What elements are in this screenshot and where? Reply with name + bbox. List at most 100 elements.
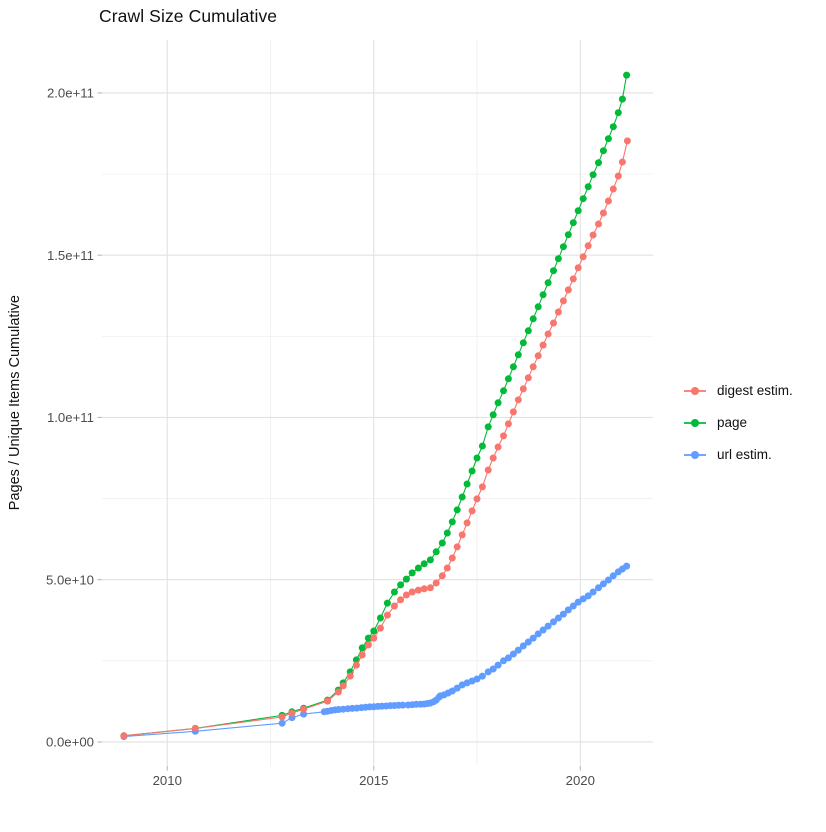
data-point [579,195,587,203]
data-point [443,564,451,572]
data-point [408,569,416,577]
data-point [584,242,592,250]
data-point [468,467,476,475]
data-point [534,630,542,638]
data-point [478,672,486,680]
data-point [623,137,631,145]
data-point [554,614,562,622]
data-point [438,572,446,580]
legend-item-digest-estim: digest estim. [683,381,793,400]
data-point [599,209,607,217]
data-point [443,529,451,537]
data-point [623,562,631,570]
data-point [618,95,626,103]
data-point [539,291,547,299]
data-point [604,576,612,584]
svg-text:1.5e+11: 1.5e+11 [47,248,94,263]
data-point [402,575,410,583]
data-point [569,275,577,283]
svg-text:1.0e+11: 1.0e+11 [47,410,94,425]
chart-title: Crawl Size Cumulative [99,6,278,26]
data-point [376,624,384,632]
data-point [432,579,440,587]
svg-text:5.0e+10: 5.0e+10 [46,572,94,587]
data-point [550,618,557,626]
data-point [489,665,497,673]
data-point [458,493,466,501]
data-point [397,581,405,589]
data-point [544,622,552,630]
data-point [559,243,567,251]
data-point [595,220,602,228]
legend-item-url-estim: url estim. [683,445,793,464]
data-point [589,231,597,239]
data-point [539,626,547,634]
data-point [569,219,577,227]
data-point [509,408,517,416]
data-point [574,207,582,215]
data-point [494,661,502,669]
data-point [559,297,567,305]
series-page [120,71,631,740]
data-point [334,688,342,696]
data-point [599,147,607,155]
data-point [358,651,366,659]
data-point [468,507,476,515]
data-point [579,253,587,261]
legend-item-page: page [683,413,793,432]
data-point [448,554,456,562]
data-point [478,483,486,491]
legend-label: digest estim. [717,383,793,398]
data-point [534,303,542,311]
data-point [432,548,440,556]
data-point [352,661,360,669]
data-point [595,584,602,592]
data-point [300,705,308,713]
data-point [595,159,602,167]
data-point [524,374,532,382]
data-point [376,614,384,622]
legend-label: page [717,415,748,430]
data-point [599,580,607,588]
legend: digest estim. page url estim. [683,381,793,477]
data-point [120,732,128,740]
data-point [509,650,517,658]
svg-text:0.0e+00: 0.0e+00 [46,735,94,750]
data-point [509,363,517,371]
data-point [408,588,416,596]
data-point [346,672,354,680]
data-point [519,642,527,650]
data-point [524,327,532,335]
data-point [489,454,497,462]
data-point [478,442,486,450]
data-point [604,197,612,205]
data-point [618,158,626,166]
data-point [550,319,557,327]
data-point [609,123,617,131]
data-point [278,719,286,727]
data-point [324,697,331,705]
data-point [288,709,296,717]
data-point [383,599,391,607]
data-point [609,572,617,580]
data-point [484,423,492,431]
data-point [529,363,537,371]
svg-text:2020: 2020 [566,773,595,788]
data-point [500,432,507,440]
y-axis-title-container: Pages / Unique Items Cumulative [4,40,26,766]
data-point [529,315,537,323]
data-point [559,610,567,618]
data-point [473,454,481,462]
data-point [453,684,461,692]
data-point [589,588,597,596]
data-point [504,654,512,662]
data-point [397,596,405,604]
data-point [370,634,378,642]
svg-text:2010: 2010 [153,773,182,788]
data-point [489,411,497,419]
gridlines-major [102,40,653,766]
gridlines-minor [102,40,653,766]
data-point [514,646,522,654]
axis-ticks [97,92,581,771]
